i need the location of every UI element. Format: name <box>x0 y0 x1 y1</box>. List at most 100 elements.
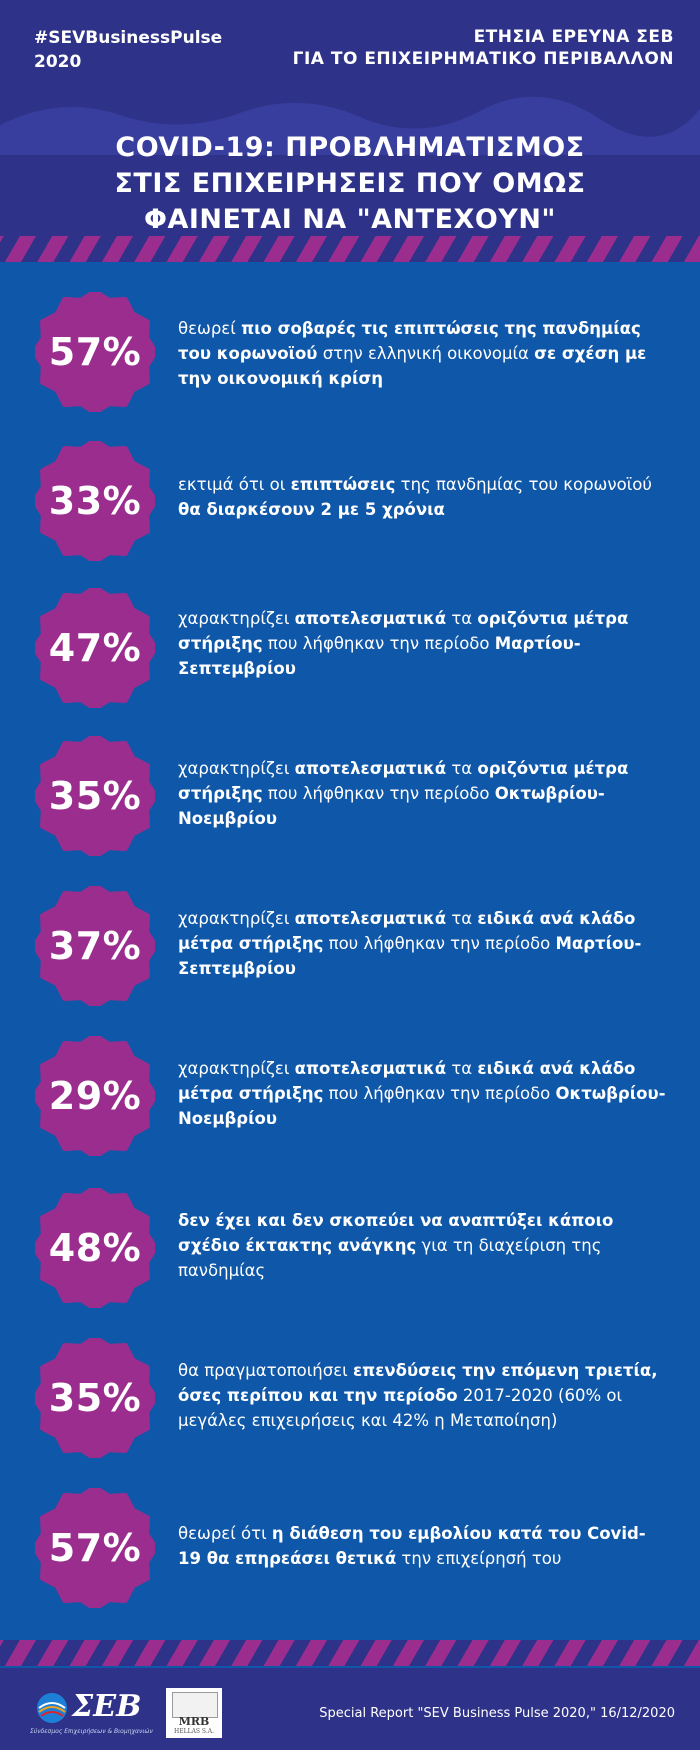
description-text: τα <box>446 909 478 928</box>
description-text: τα <box>446 609 478 628</box>
page-title: COVID-19: ΠΡΟΒΛΗΜΑΤΙΣΜΟΣ ΣΤΙΣ ΕΠΙΧΕΙΡΗΣΕ… <box>0 130 700 238</box>
header-wave-decoration <box>0 96 700 155</box>
seal-shape <box>35 1036 155 1156</box>
description-emphasis: αποτελεσματικά <box>294 609 447 628</box>
sev-logo: ΣΕΒ Σύνδεσμος Επιχειρήσεων & Βιομηχανιών <box>30 1690 153 1738</box>
page-title-line3: ΦΑΙΝΕΤΑΙ ΝΑ "ΑΝΤΕΧΟΥΝ" <box>144 204 556 235</box>
percent-value: 37% <box>48 924 142 968</box>
description-emphasis: οριζόντια μέτρα στήριξης <box>178 609 629 653</box>
percent-badge: 35% <box>35 1338 155 1458</box>
mrb-logo: MRB HELLAS S.A. <box>166 1688 222 1738</box>
description-text: χαρακτηρίζει <box>178 609 295 628</box>
stat-item: 35% χαρακτηρίζει αποτελεσματικά τα οριζόν… <box>0 736 700 866</box>
seal-shape <box>35 1488 155 1608</box>
survey-label: ΕΤΗΣΙΑ ΕΡΕΥΝΑ ΣΕΒ ΓΙΑ ΤΟ ΕΠΙΧΕΙΡΗΜΑΤΙΚΟ … <box>293 26 674 70</box>
description-emphasis: οριζόντια μέτρα στήριξης <box>178 759 629 803</box>
stat-description: εκτιμά ότι οι επιπτώσεις της πανδημίας τ… <box>178 472 668 522</box>
mrb-logo-name: MRB <box>178 1715 210 1728</box>
stat-item: 48% δεν έχει και δεν σκοπεύει να αναπτύξε… <box>0 1188 700 1318</box>
stat-description: χαρακτηρίζει αποτελεσματικά τα ειδικά αν… <box>178 906 668 981</box>
percent-badge: 35% <box>35 736 155 856</box>
hashtag-text: #SEVBusinessPulse <box>34 28 223 48</box>
percent-value: 57% <box>48 330 142 374</box>
stat-description: χαρακτηρίζει αποτελεσματικά τα οριζόντια… <box>178 606 668 681</box>
description-text: τα <box>446 1059 478 1078</box>
description-text: 2017-2020 (60% οι μεγάλες επιχειρήσεις κ… <box>178 1386 623 1430</box>
percent-badge: 33% <box>35 441 155 561</box>
description-emphasis: Μαρτίου-Σεπτεμβρίου <box>178 634 581 678</box>
seal-shape <box>35 886 155 1006</box>
description-emphasis: θα διαρκέσουν 2 με 5 χρόνια <box>178 500 445 519</box>
description-text: χαρακτηρίζει <box>178 909 295 928</box>
stat-item: 35% θα πραγματοποιήσει επενδύσεις την επό… <box>0 1338 700 1468</box>
description-text: εκτιμά ότι οι <box>178 475 291 494</box>
stat-item: 33% εκτιμά ότι οι επιπτώσεις της πανδημία… <box>0 441 700 571</box>
percent-badge: 29% <box>35 1036 155 1156</box>
percent-badge: 57% <box>35 1488 155 1608</box>
percent-value: 35% <box>48 774 142 818</box>
percent-badge: 48% <box>35 1188 155 1308</box>
percent-value: 47% <box>48 626 142 670</box>
seal-shape <box>35 441 155 561</box>
description-emphasis: ειδικά ανά κλάδο μέτρα στήριξης <box>178 909 636 953</box>
stat-item: 47% χαρακτηρίζει αποτελεσματικά τα οριζόν… <box>0 588 700 718</box>
seal-shape <box>35 1338 155 1458</box>
stat-description: χαρακτηρίζει αποτελεσματικά τα ειδικά αν… <box>178 1056 668 1131</box>
percent-badge: 57% <box>35 292 155 412</box>
description-emphasis: σε σχέση με την οικονομική κρίση <box>178 344 647 388</box>
description-text: της πανδημίας του κορωνοϊού <box>395 475 652 494</box>
percent-badge: 47% <box>35 588 155 708</box>
description-text: για τη διαχείριση της πανδημίας <box>178 1236 602 1280</box>
hashtag-year: 2020 <box>34 52 82 72</box>
description-text: που λήφθηκαν την περίοδο <box>262 634 495 653</box>
description-emphasis: αποτελεσματικά <box>294 909 447 928</box>
description-text: θεωρεί <box>178 319 242 338</box>
description-emphasis: αποτελεσματικά <box>294 1059 447 1078</box>
description-text: που λήφθηκαν την περίοδο <box>262 784 495 803</box>
percent-value: 48% <box>48 1226 142 1270</box>
stat-description: θεωρεί ότι η διάθεση του εμβολίου κατά τ… <box>178 1521 668 1571</box>
description-text: που λήφθηκαν την περίοδο <box>323 1084 556 1103</box>
percent-badge: 37% <box>35 886 155 1006</box>
percent-value: 29% <box>48 1074 142 1118</box>
description-text: που λήφθηκαν την περίοδο <box>323 934 556 953</box>
description-emphasis: η διάθεση του εμβολίου κατά του Covid-19… <box>178 1524 646 1568</box>
stat-item: 29% χαρακτηρίζει αποτελεσματικά τα ειδικά… <box>0 1036 700 1166</box>
description-text: την επιχείρησή του <box>396 1549 562 1568</box>
description-emphasis: Οκτωβρίου-Νοεμβρίου <box>178 784 605 828</box>
description-text: θα πραγματοποιήσει <box>178 1361 353 1380</box>
description-text: χαρακτηρίζει <box>178 759 295 778</box>
description-emphasis: Οκτωβρίου-Νοεμβρίου <box>178 1084 666 1128</box>
source-citation: Special Report "SEV Business Pulse 2020,… <box>319 1706 675 1721</box>
description-emphasis: επενδύσεις την επόμενη τριετία, όσες περ… <box>178 1361 658 1405</box>
description-emphasis: δεν έχει και δεν σκοπεύει να αναπτύξει κ… <box>178 1211 614 1255</box>
description-emphasis: επιπτώσεις <box>290 475 396 494</box>
survey-label-line2: ΓΙΑ ΤΟ ΕΠΙΧΕΙΡΗΜΑΤΙΚΟ ΠΕΡΙΒΑΛΛΟΝ <box>292 49 674 69</box>
seal-shape <box>35 588 155 708</box>
stat-description: χαρακτηρίζει αποτελεσματικά τα οριζόντια… <box>178 756 668 831</box>
bottom-stripe-divider <box>0 1640 700 1666</box>
footer: ΣΕΒ Σύνδεσμος Επιχειρήσεων & Βιομηχανιών… <box>0 1668 700 1750</box>
description-text: χαρακτηρίζει <box>178 1059 295 1078</box>
seal-shape <box>35 1188 155 1308</box>
percent-value: 57% <box>48 1526 142 1570</box>
mrb-logo-sub: HELLAS S.A. <box>174 1728 214 1735</box>
stat-item: 37% χαρακτηρίζει αποτελεσματικά τα ειδικά… <box>0 886 700 1016</box>
sev-tagline: Σύνδεσμος Επιχειρήσεων & Βιομηχανιών <box>30 1728 153 1735</box>
percent-value: 35% <box>48 1376 142 1420</box>
page-title-line2: ΣΤΙΣ ΕΠΙΧΕΙΡΗΣΕΙΣ ΠΟΥ ΟΜΩΣ <box>114 168 586 199</box>
stat-item: 57% θεωρεί ότι η διάθεση του εμβολίου κατ… <box>0 1488 700 1618</box>
stat-description: θα πραγματοποιήσει επενδύσεις την επόμεν… <box>178 1358 668 1433</box>
description-emphasis: πιο σοβαρές τις επιπτώσεις της πανδημίας… <box>178 319 641 363</box>
seal-shape <box>35 736 155 856</box>
top-stripe-divider <box>0 236 700 262</box>
stat-description: θεωρεί πιο σοβαρές τις επιπτώσεις της πα… <box>178 316 668 391</box>
description-text: στην ελληνική οικονομία <box>317 344 535 363</box>
stat-item: 57% θεωρεί πιο σοβαρές τις επιπτώσεις της… <box>0 292 700 422</box>
page-title-line1: COVID-19: ΠΡΟΒΛΗΜΑΤΙΣΜΟΣ <box>115 132 585 163</box>
description-emphasis: ειδικά ανά κλάδο μέτρα στήριξης <box>178 1059 636 1103</box>
mrb-emblem <box>172 1692 218 1718</box>
header-banner: #SEVBusinessPulse 2020 ΕΤΗΣΙΑ ΕΡΕΥΝΑ ΣΕΒ… <box>0 0 700 260</box>
